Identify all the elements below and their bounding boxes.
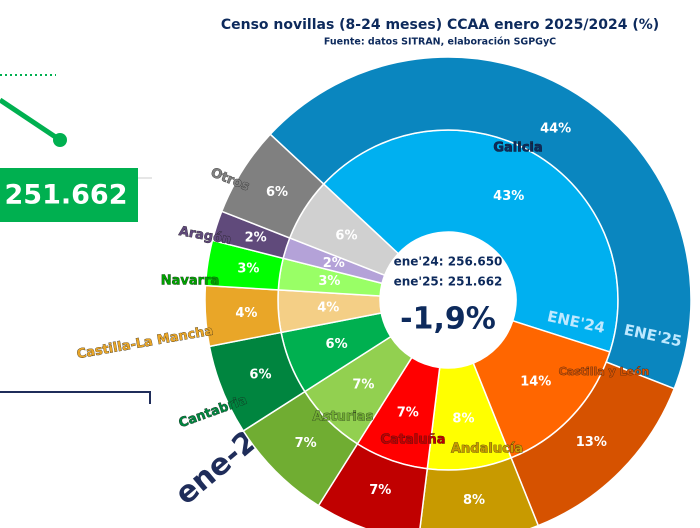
center-value: -1,9% (400, 302, 496, 337)
value-label: 43% (493, 189, 524, 204)
category-label: Galicia (493, 141, 542, 156)
trend-dot (53, 133, 67, 147)
value-label: 44% (540, 122, 571, 137)
category-label: Navarra (161, 274, 220, 289)
category-label: Asturias (313, 410, 374, 425)
center-label: ene'25: 251.662 (394, 275, 503, 289)
category-label: Castilla-La Mancha (76, 324, 215, 363)
value-label: 7% (352, 378, 374, 393)
category-label: Andalucía (451, 442, 523, 457)
value-label: 6% (335, 229, 357, 244)
value-label: 4% (235, 306, 257, 321)
value-label: 4% (317, 300, 339, 315)
category-label: Castilla y León (559, 365, 650, 378)
value-label: 7% (295, 436, 317, 451)
value-label: 3% (237, 262, 259, 277)
box-value: 251.662 (5, 180, 128, 211)
value-label: 6% (266, 185, 288, 200)
value-label: 3% (318, 274, 340, 289)
value-label: 2% (323, 256, 345, 271)
center-label: ene'24: 256.650 (394, 255, 503, 269)
value-box (0, 168, 138, 222)
value-label: 7% (397, 406, 419, 421)
value-label: 7% (369, 483, 391, 498)
value-label: 2% (245, 231, 267, 246)
value-label: 13% (576, 435, 607, 450)
value-label: 6% (326, 337, 348, 352)
trend-line (0, 97, 62, 143)
value-label: 14% (520, 374, 551, 389)
chart-title: Censo novillas (8-24 meses) CCAA enero 2… (221, 17, 659, 33)
value-label: 8% (452, 412, 474, 427)
value-label: 6% (249, 368, 271, 383)
ring-segment (220, 133, 325, 239)
ring-segment (269, 56, 692, 390)
ring-segment (419, 456, 540, 528)
value-label: 8% (463, 493, 485, 508)
axis-line (0, 391, 151, 404)
chart-subtitle: Fuente: datos SITRAN, elaboración SGPGyC (324, 37, 556, 48)
center-hole (382, 234, 514, 366)
category-label: Cataluña (380, 433, 445, 448)
